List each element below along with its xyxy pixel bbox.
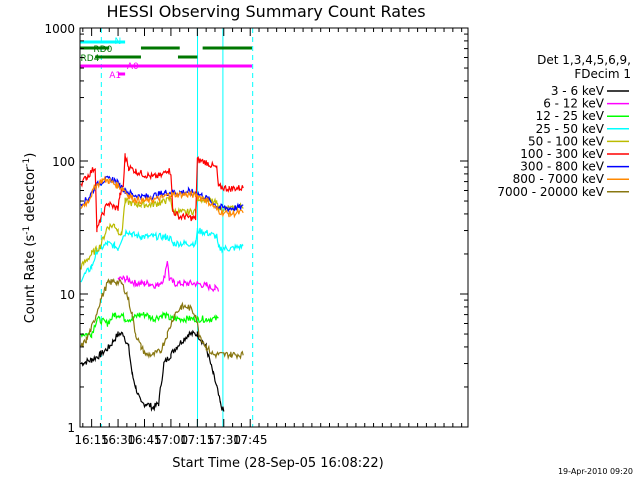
x-tick-label-17-45: 17:45 (233, 433, 268, 447)
legend-label-12-25-kev: 12 - 25 keV (536, 109, 605, 123)
y-tick-label-1000: 1000 (44, 22, 75, 36)
x-axis-label: Start Time (28-Sep-05 16:08:22) (172, 456, 383, 471)
state-bar-label-rd0: RD0 (93, 45, 112, 55)
state-bar-label-n: N (115, 37, 122, 47)
legend-label-50-100-kev: 50 - 100 keV (528, 134, 605, 148)
y-tick-label-10: 10 (60, 288, 75, 302)
series-line-7000-20000-kev (80, 277, 244, 361)
legend-label-3-6-kev: 3 - 6 keV (551, 84, 605, 98)
series-line-3-6-kev (80, 329, 225, 412)
y-axis-label: Count Rate (s-1 detector-1) (22, 153, 38, 324)
y-tick-label-100: 100 (52, 155, 75, 169)
x-tick-label-17-00: 17:00 (154, 433, 189, 447)
x-tick-label-17-30: 17:30 (206, 433, 241, 447)
state-bar-label-rd4: RD4 (81, 54, 100, 64)
legend-title-line1: Det 1,3,4,5,6,9, (537, 53, 631, 67)
series-line-12-25-kev (80, 311, 219, 339)
x-tick-label-16-30: 16:30 (101, 433, 136, 447)
y-tick-label-1: 1 (67, 421, 75, 435)
series-line-800-7000-kev (80, 175, 244, 219)
legend-label-7000-20000-kev: 7000 - 20000 keV (497, 185, 604, 199)
generation-timestamp: 19-Apr-2010 09:20 (558, 467, 633, 476)
state-bar-label-a0: A0 (127, 62, 139, 72)
legend-label-100-300-kev: 100 - 300 keV (520, 147, 604, 161)
plot-frame (79, 27, 469, 428)
legend-label-6-12-kev: 6 - 12 keV (543, 97, 605, 111)
legend-label-800-7000-kev: 800 - 7000 keV (513, 172, 605, 186)
series-line-100-300-kev (80, 153, 244, 233)
series-line-300-800-kev (80, 175, 244, 213)
legend-title-line2: FDecim 1 (574, 67, 631, 81)
legend-label-300-800-kev: 300 - 800 keV (520, 160, 604, 174)
legend-label-25-50-kev: 25 - 50 keV (536, 122, 605, 136)
x-tick-label-17-15: 17:15 (180, 433, 215, 447)
chart-title: HESSI Observing Summary Count Rates (106, 2, 425, 21)
x-tick-label-16-15: 16:15 (74, 433, 109, 447)
series-line-6-12-kev (117, 260, 220, 293)
x-tick-label-16-45: 16:45 (127, 433, 162, 447)
state-bar-label-a1: A1 (109, 71, 121, 81)
series-line-50-100-kev (80, 194, 244, 270)
series-line-25-50-kev (80, 227, 244, 283)
